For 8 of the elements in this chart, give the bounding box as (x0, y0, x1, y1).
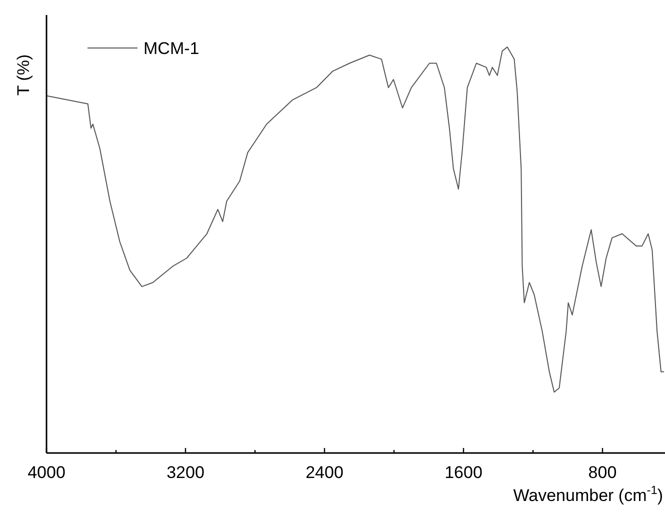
legend-label: MCM-1 (144, 39, 200, 58)
x-tick-label: 4000 (28, 463, 66, 482)
x-tick-label: 3200 (166, 463, 204, 482)
x-tick-label: 2400 (306, 463, 344, 482)
y-axis-title: T (%) (14, 54, 33, 96)
x-tick-label: 1600 (444, 463, 482, 482)
x-axis-title: Wavenumber (cm$^{-1}$) (513, 483, 663, 505)
x-tick-label: 800 (588, 463, 617, 482)
